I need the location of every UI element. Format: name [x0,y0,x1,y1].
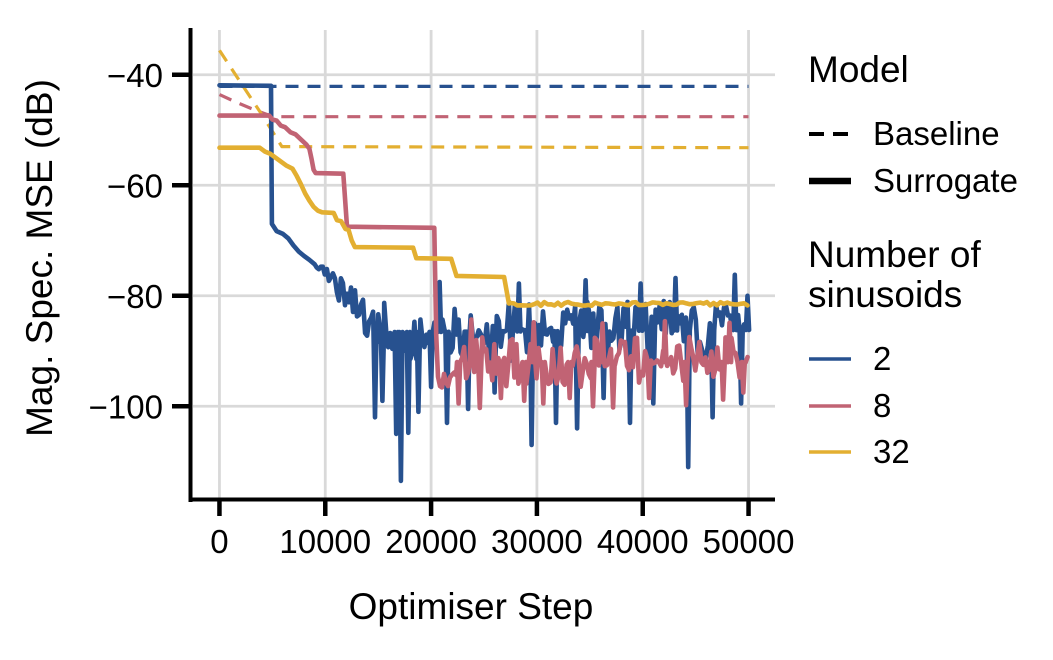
series-lines [217,49,752,484]
series-baseline-8-line [218,93,749,119]
tick-marks [172,72,751,516]
series-surrogate-2-line [217,83,752,484]
y-axis-title: Mag. Spec. MSE (dB) [19,79,60,437]
x-tick-label: 0 [210,523,228,560]
axes [188,28,775,502]
y-tick-label: −100 [89,388,163,425]
series-surrogate-32-line [217,145,750,309]
x-axis-title: Optimiser Step [348,586,594,627]
x-tick-label: 10000 [279,523,371,560]
y-tick-label: −40 [107,57,163,94]
series-baseline-32-line [218,49,749,150]
series-surrogate-8-line [217,113,750,411]
x-tick-label: 20000 [385,523,477,560]
tick-labels: 0 10000 20000 30000 40000 50000 −40 −60 −80 −100 [89,57,795,560]
y-tick-label: −60 [107,167,163,204]
x-tick-label: 40000 [597,523,689,560]
x-tick-label: 50000 [703,523,795,560]
x-tick-label: 30000 [491,523,583,560]
y-tick-label: −80 [107,278,163,315]
